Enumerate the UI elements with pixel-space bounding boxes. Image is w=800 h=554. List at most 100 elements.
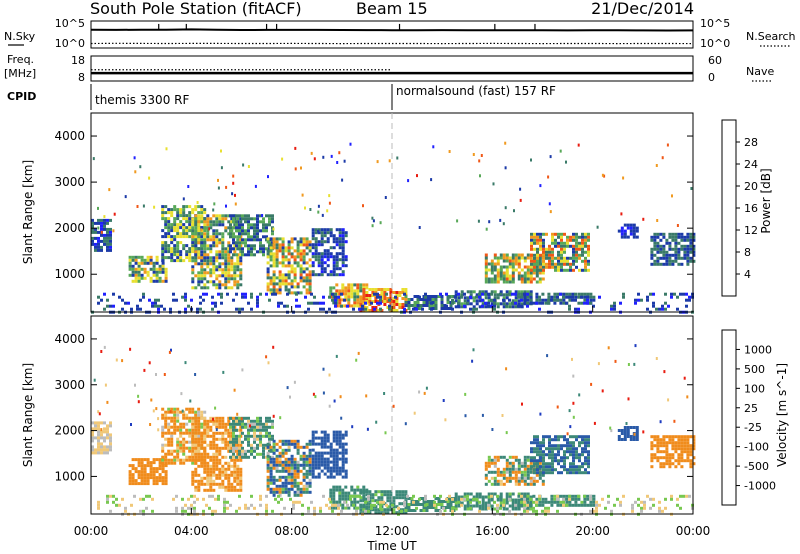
power-cell <box>374 291 378 294</box>
velocity-cell <box>533 435 536 439</box>
velocity-cell <box>538 473 542 477</box>
velocity-cell <box>514 470 518 474</box>
velocity-cell <box>287 475 291 479</box>
power-cell <box>265 229 268 233</box>
velocity-cell <box>505 458 509 462</box>
velocity-speck <box>418 390 421 394</box>
power-cell <box>514 262 518 266</box>
power-cell <box>361 307 364 311</box>
velocity-cell <box>631 509 634 513</box>
power-cell <box>290 270 294 274</box>
velocity-cell <box>449 500 453 503</box>
power-cell <box>188 247 192 251</box>
power-cell <box>305 243 309 247</box>
velocity-cell <box>265 494 268 498</box>
power-cell <box>326 231 330 235</box>
power-cell <box>262 226 265 230</box>
velocity-cell <box>230 482 234 486</box>
velocity-cell <box>272 466 276 470</box>
velocity-cell <box>265 428 268 432</box>
velocity-cell <box>217 497 220 501</box>
power-cell <box>106 221 109 225</box>
velocity-cell <box>206 431 210 435</box>
power-cell <box>392 306 396 309</box>
power-speck <box>362 204 364 208</box>
power-cell <box>563 247 566 251</box>
velocity-cell <box>287 463 291 467</box>
power-cell <box>229 250 232 254</box>
velocity-cell <box>587 450 590 454</box>
power-cell <box>505 293 509 297</box>
velocity-speck <box>633 432 636 436</box>
power-cell <box>281 255 285 259</box>
velocity-cell <box>344 448 348 452</box>
velocity-cell <box>578 459 581 463</box>
velocity-cell <box>575 453 578 457</box>
power-cell <box>212 235 216 239</box>
velocity-cell <box>338 500 342 504</box>
velocity-cell <box>209 416 213 420</box>
power-cell <box>584 238 587 242</box>
power-cell <box>238 223 241 227</box>
velocity-cell <box>568 497 571 501</box>
power-cell <box>221 220 225 224</box>
power-cell <box>589 292 593 296</box>
velocity-cell <box>206 419 210 423</box>
power-cell <box>457 296 461 300</box>
power-cell <box>308 264 312 268</box>
velocity-cell <box>514 479 518 483</box>
power-cell <box>359 297 363 300</box>
velocity-cell <box>563 459 566 463</box>
power-cell <box>323 240 327 244</box>
velocity-cell <box>272 490 276 494</box>
power-cell <box>583 298 587 302</box>
velocity-cell <box>326 475 330 479</box>
velocity-cell <box>562 503 565 507</box>
power-cell <box>632 229 636 233</box>
velocity-cell <box>197 437 201 441</box>
power-cell <box>484 274 488 278</box>
velocity-cell <box>158 464 162 468</box>
velocity-cell <box>218 473 222 477</box>
velocity-speck <box>169 410 172 414</box>
power-cell <box>341 289 345 293</box>
velocity-speck <box>129 347 132 351</box>
velocity-cell <box>520 479 524 483</box>
velocity-cell <box>572 447 575 451</box>
power-cell <box>256 229 259 233</box>
velocity-cell <box>278 487 282 491</box>
power-cell <box>613 304 616 308</box>
velocity-cell <box>293 478 297 482</box>
velocity-cell <box>574 500 578 504</box>
power-cell <box>457 301 460 305</box>
velocity-cell <box>386 496 390 500</box>
velocity-cell <box>241 446 244 450</box>
power-cell <box>299 291 303 295</box>
power-cell <box>673 292 676 296</box>
power-cell <box>94 230 97 234</box>
velocity-cell <box>640 500 643 504</box>
velocity-cell <box>212 443 216 447</box>
velocity-cell <box>592 503 596 507</box>
velocity-cell <box>314 442 318 446</box>
power-cell <box>131 255 135 259</box>
power-cell <box>683 250 687 254</box>
power-cell <box>134 261 138 265</box>
power-cell <box>197 262 201 266</box>
power-cell <box>542 241 545 245</box>
power-speck <box>477 219 480 223</box>
velocity-cell <box>523 470 527 474</box>
velocity-cell <box>511 467 515 471</box>
power-cell <box>385 292 388 296</box>
velocity-cell <box>520 503 524 507</box>
velocity-cell <box>353 500 357 504</box>
velocity-cell <box>176 416 180 420</box>
power-cell <box>689 235 693 239</box>
velocity-cell <box>665 456 669 460</box>
velocity-cell <box>329 454 333 458</box>
power-cell <box>164 241 168 245</box>
power-cell <box>259 244 262 248</box>
power-cell <box>490 304 493 308</box>
power-cell <box>671 247 675 251</box>
power-cell <box>206 214 210 218</box>
